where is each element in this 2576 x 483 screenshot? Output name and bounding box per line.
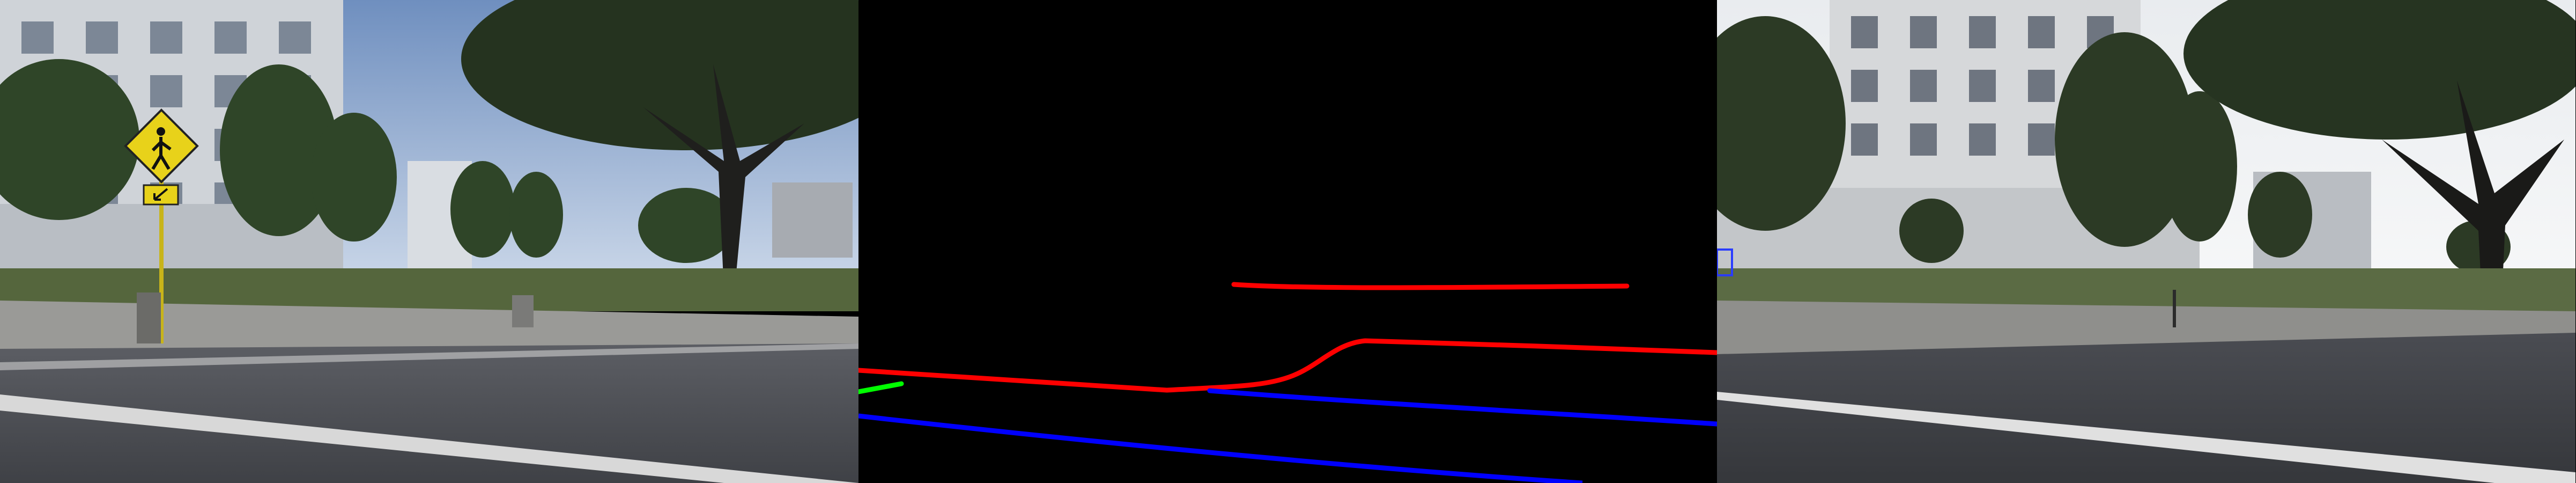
large-tree	[461, 0, 858, 290]
lane-map-panel	[858, 0, 1717, 483]
road-edge-line	[0, 394, 858, 483]
lane-boundary-red-far	[1231, 282, 1630, 290]
detection-box	[1717, 248, 1733, 276]
camera-view-image	[0, 0, 858, 483]
lane-divider-blue-right	[1207, 388, 1717, 427]
large-tree	[2183, 0, 2575, 338]
lane-segment-green	[858, 381, 904, 394]
lane-marking	[0, 343, 858, 370]
bollard	[512, 295, 534, 327]
sidewalk	[0, 301, 858, 349]
generated-view-image	[1717, 0, 2575, 483]
road	[0, 343, 858, 483]
pedestrian-crossing-sign	[124, 108, 199, 343]
map-background	[858, 0, 1717, 483]
bollard	[137, 292, 161, 343]
pedestrian-icon	[157, 127, 165, 136]
generated-view-right-panel	[1717, 0, 2575, 483]
camera-view-left-panel	[0, 0, 858, 483]
lane-map-canvas	[858, 0, 1717, 483]
road	[1717, 333, 2575, 483]
road-edge-line	[1717, 392, 2575, 483]
trees	[0, 59, 735, 263]
pole	[2173, 290, 2176, 327]
trees	[1717, 16, 2511, 274]
distant-building	[772, 182, 853, 258]
arrow-icon	[153, 188, 168, 201]
lane-boundary-red-near	[858, 338, 1717, 393]
lane-divider-blue-bottom	[858, 413, 1583, 483]
